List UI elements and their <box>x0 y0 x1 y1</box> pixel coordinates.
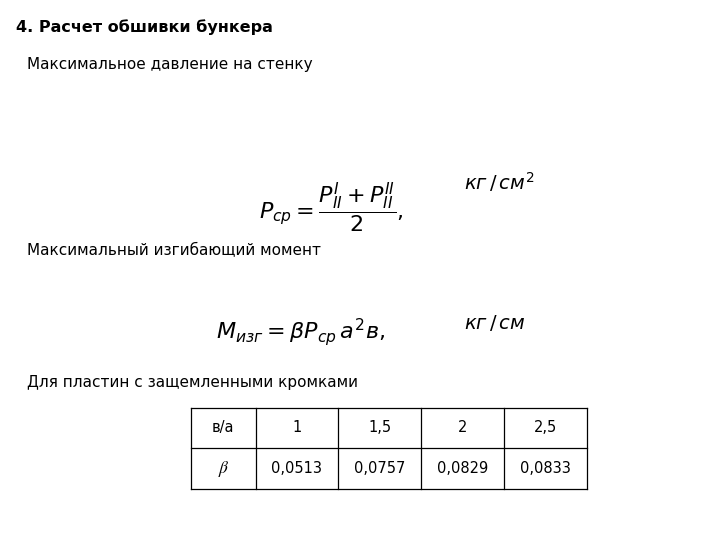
Text: 0,0829: 0,0829 <box>437 461 488 476</box>
Text: β: β <box>219 460 228 477</box>
Text: 2,5: 2,5 <box>534 421 557 435</box>
Text: 1,5: 1,5 <box>368 421 392 435</box>
Text: $кг\,/\,см^{2}$: $кг\,/\,см^{2}$ <box>464 170 535 194</box>
Text: 2: 2 <box>458 421 467 435</box>
Text: Максимальный изгибающий момент: Максимальный изгибающий момент <box>27 243 321 258</box>
Text: $P_{cp} = \dfrac{P_{II}^{I} + P_{II}^{II}}{2},$: $P_{cp} = \dfrac{P_{II}^{I} + P_{II}^{II… <box>259 181 404 235</box>
Text: $кг\,/\,см$: $кг\,/\,см$ <box>464 313 526 333</box>
Text: в/а: в/а <box>212 421 235 435</box>
Text: 4. Расчет обшивки бункера: 4. Расчет обшивки бункера <box>16 19 273 35</box>
Text: 1: 1 <box>292 421 302 435</box>
Text: $M_{изг} = \beta P_{cp}\,a^{2}в,$: $M_{изг} = \beta P_{cp}\,a^{2}в,$ <box>216 316 385 348</box>
Text: 0,0513: 0,0513 <box>271 461 323 476</box>
Text: 0,0833: 0,0833 <box>520 461 571 476</box>
Text: Для пластин с защемленными кромками: Для пластин с защемленными кромками <box>27 375 359 390</box>
Text: Максимальное давление на стенку: Максимальное давление на стенку <box>27 57 313 72</box>
Text: 0,0757: 0,0757 <box>354 461 405 476</box>
